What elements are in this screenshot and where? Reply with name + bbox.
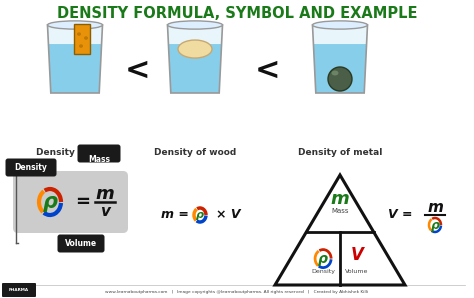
Text: Density of cork: Density of cork	[36, 148, 114, 157]
Text: Density: Density	[15, 162, 47, 172]
Text: m =: m =	[161, 209, 193, 221]
Polygon shape	[168, 44, 221, 93]
Text: m: m	[331, 190, 349, 208]
Polygon shape	[312, 25, 367, 93]
Text: Mass: Mass	[88, 156, 110, 164]
Polygon shape	[48, 44, 101, 93]
Ellipse shape	[328, 67, 352, 91]
Polygon shape	[313, 44, 366, 93]
Ellipse shape	[167, 21, 222, 29]
Ellipse shape	[84, 36, 88, 40]
Text: ρ: ρ	[318, 252, 328, 266]
Ellipse shape	[47, 21, 102, 29]
Polygon shape	[275, 175, 405, 285]
Text: www.learnaboutpharma.com   |   Image copyrights @learnaboutpharma. All rights re: www.learnaboutpharma.com | Image copyrig…	[105, 290, 369, 294]
Text: Density of metal: Density of metal	[298, 148, 382, 157]
Ellipse shape	[77, 32, 81, 36]
Ellipse shape	[331, 71, 338, 75]
Text: Mass: Mass	[331, 208, 349, 214]
Text: ρ: ρ	[43, 192, 57, 212]
FancyBboxPatch shape	[78, 145, 120, 162]
Ellipse shape	[79, 44, 83, 48]
Text: PHARMA: PHARMA	[9, 288, 29, 292]
Text: V =: V =	[388, 209, 417, 221]
Polygon shape	[167, 25, 222, 93]
Ellipse shape	[312, 21, 367, 29]
Text: V: V	[350, 246, 364, 264]
FancyBboxPatch shape	[74, 24, 90, 54]
Text: m: m	[427, 199, 443, 215]
Text: Density: Density	[311, 269, 335, 274]
Ellipse shape	[178, 40, 212, 58]
Text: <: <	[125, 55, 151, 85]
Text: DENSITY FORMULA, SYMBOL AND EXAMPLE: DENSITY FORMULA, SYMBOL AND EXAMPLE	[57, 7, 417, 21]
Text: v: v	[100, 204, 110, 220]
Text: × V: × V	[216, 209, 240, 221]
FancyBboxPatch shape	[57, 235, 104, 252]
FancyBboxPatch shape	[2, 283, 36, 297]
Text: ρ: ρ	[196, 210, 204, 220]
Polygon shape	[47, 25, 102, 93]
FancyBboxPatch shape	[6, 159, 56, 176]
Text: Volume: Volume	[65, 238, 97, 248]
Text: m: m	[96, 185, 114, 203]
FancyBboxPatch shape	[13, 171, 128, 233]
Text: Volume: Volume	[345, 269, 369, 274]
Text: Density of wood: Density of wood	[154, 148, 236, 157]
Text: <: <	[255, 55, 281, 85]
Text: ρ: ρ	[430, 218, 439, 232]
Text: =: =	[75, 193, 91, 211]
